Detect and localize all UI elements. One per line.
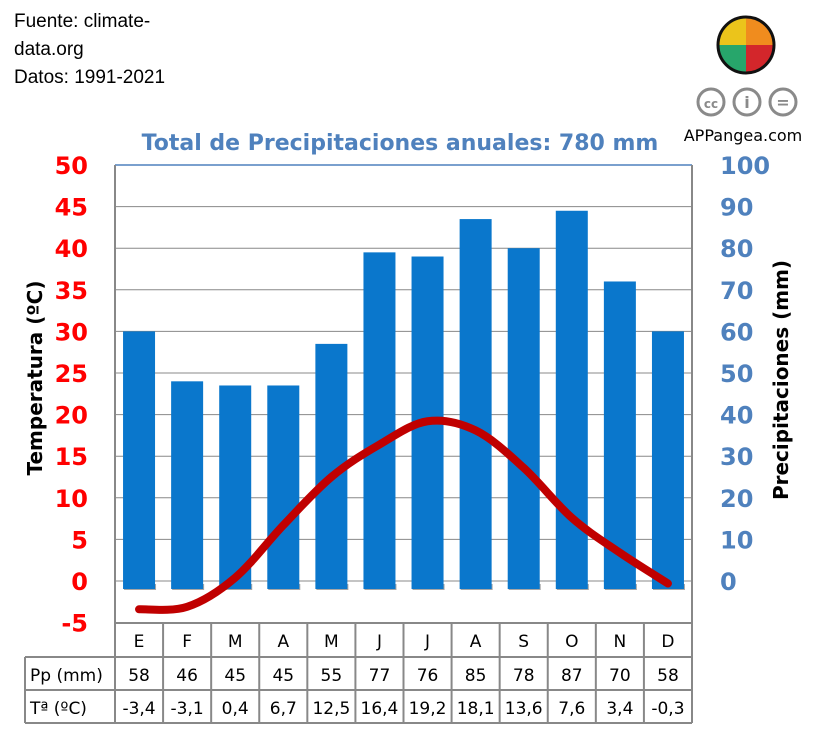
row-header-precipitation: Pp (mm) xyxy=(30,666,103,686)
precipitation-value: 78 xyxy=(513,666,535,686)
precipitation-value: 58 xyxy=(657,666,679,686)
precipitation-bar xyxy=(123,331,156,589)
left-tick-label: 5 xyxy=(71,526,88,554)
temperature-value: -0,3 xyxy=(651,699,684,719)
temperature-value: 0,4 xyxy=(222,699,249,719)
right-tick-label: 90 xyxy=(720,194,753,222)
precipitation-bar xyxy=(363,252,396,590)
left-tick-label: -5 xyxy=(61,610,88,638)
month-label: O xyxy=(565,632,578,652)
month-label: F xyxy=(182,632,192,652)
source-line: data.org xyxy=(14,39,84,60)
precipitation-bar xyxy=(219,385,252,589)
right-tick-label: 80 xyxy=(720,235,753,263)
month-label: E xyxy=(134,632,145,652)
by-icon xyxy=(732,87,762,117)
left-tick-label: 35 xyxy=(55,277,88,305)
right-tick-label: 0 xyxy=(720,568,737,596)
precipitation-value: 85 xyxy=(465,666,487,686)
precipitation-value: 87 xyxy=(561,666,583,686)
precipitation-value: 45 xyxy=(224,666,246,686)
by-icon-glyph: i xyxy=(744,93,749,112)
site-name: APPangea.com xyxy=(684,126,803,145)
temperature-value: -3,4 xyxy=(122,699,155,719)
right-tick-label: 40 xyxy=(720,402,753,430)
right-tick-label: 10 xyxy=(720,526,753,554)
precipitation-bar xyxy=(459,219,492,589)
source-line: Fuente: climate- xyxy=(14,11,151,32)
precipitation-bar xyxy=(603,281,636,589)
left-tick-label: 10 xyxy=(55,485,88,513)
precipitation-bar xyxy=(267,385,300,589)
precipitation-value: 58 xyxy=(128,666,150,686)
month-label: S xyxy=(518,632,529,652)
month-label: D xyxy=(661,632,674,652)
precipitation-value: 46 xyxy=(176,666,198,686)
puzzle-logo-piece xyxy=(746,17,774,45)
data-period: Datos: 1991-2021 xyxy=(14,67,166,88)
cc-icon xyxy=(696,87,726,117)
precipitation-value: 55 xyxy=(321,666,343,686)
left-axis-label: Temperatura (ºC) xyxy=(23,281,47,476)
left-tick-label: 50 xyxy=(55,152,88,180)
temperature-value: 18,1 xyxy=(457,699,495,719)
month-label: M xyxy=(228,632,243,652)
precipitation-bar xyxy=(507,248,540,589)
month-label: A xyxy=(470,632,482,652)
cc-icon-glyph: cc xyxy=(704,97,718,111)
precipitation-bar xyxy=(555,210,588,589)
temperature-value: 13,6 xyxy=(505,699,543,719)
puzzle-logo-piece xyxy=(746,45,774,73)
left-tick-label: 45 xyxy=(55,194,88,222)
month-label: M xyxy=(324,632,339,652)
right-tick-label: 20 xyxy=(720,485,753,513)
temperature-value: 12,5 xyxy=(312,699,350,719)
month-label: J xyxy=(424,632,430,652)
right-tick-label: 70 xyxy=(720,277,753,305)
right-tick-label: 30 xyxy=(720,443,753,471)
temperature-value: 19,2 xyxy=(409,699,447,719)
temperature-value: 3,4 xyxy=(606,699,633,719)
precipitation-value: 45 xyxy=(272,666,294,686)
chart-title: Total de Precipitaciones anuales: 780 mm xyxy=(142,131,659,156)
right-axis-label: Precipitaciones (mm) xyxy=(769,260,793,500)
precipitation-bar xyxy=(651,331,684,589)
nd-icon-glyph: = xyxy=(776,93,789,112)
right-tick-label: 60 xyxy=(720,318,753,346)
month-label: J xyxy=(376,632,382,652)
puzzle-logo-icon xyxy=(716,15,776,75)
temperature-value: 7,6 xyxy=(558,699,585,719)
temperature-value: 6,7 xyxy=(270,699,297,719)
row-header-temperature: Tª (ºC) xyxy=(29,699,87,719)
precipitation-value: 76 xyxy=(417,666,439,686)
left-tick-label: 40 xyxy=(55,235,88,263)
left-tick-label: 25 xyxy=(55,360,88,388)
right-tick-label: 100 xyxy=(720,152,770,180)
precipitation-value: 70 xyxy=(609,666,631,686)
source-info: Fuente: climate- data.org Datos: 1991-20… xyxy=(14,8,194,92)
left-tick-label: 0 xyxy=(71,568,88,596)
right-tick-label: 50 xyxy=(720,360,753,388)
temperature-value: 16,4 xyxy=(361,699,399,719)
left-tick-label: 15 xyxy=(55,443,88,471)
precipitation-bar xyxy=(171,381,204,589)
left-tick-label: 30 xyxy=(55,318,88,346)
puzzle-logo-piece xyxy=(718,45,746,73)
left-tick-label: 20 xyxy=(55,402,88,430)
temperature-line xyxy=(135,416,672,614)
puzzle-logo-piece xyxy=(718,17,746,45)
month-label: A xyxy=(277,632,289,652)
nd-icon xyxy=(768,87,798,117)
temperature-value: -3,1 xyxy=(171,699,204,719)
month-label: N xyxy=(614,632,627,652)
precipitation-value: 77 xyxy=(369,666,391,686)
